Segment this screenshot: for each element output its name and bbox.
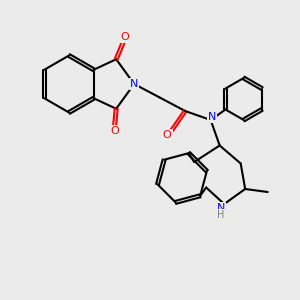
Text: N: N	[130, 79, 138, 89]
Text: O: O	[121, 32, 130, 42]
Text: O: O	[163, 130, 172, 140]
Text: N: N	[216, 203, 225, 214]
Text: O: O	[110, 126, 119, 136]
Text: H: H	[217, 209, 224, 220]
Text: N: N	[208, 112, 216, 122]
